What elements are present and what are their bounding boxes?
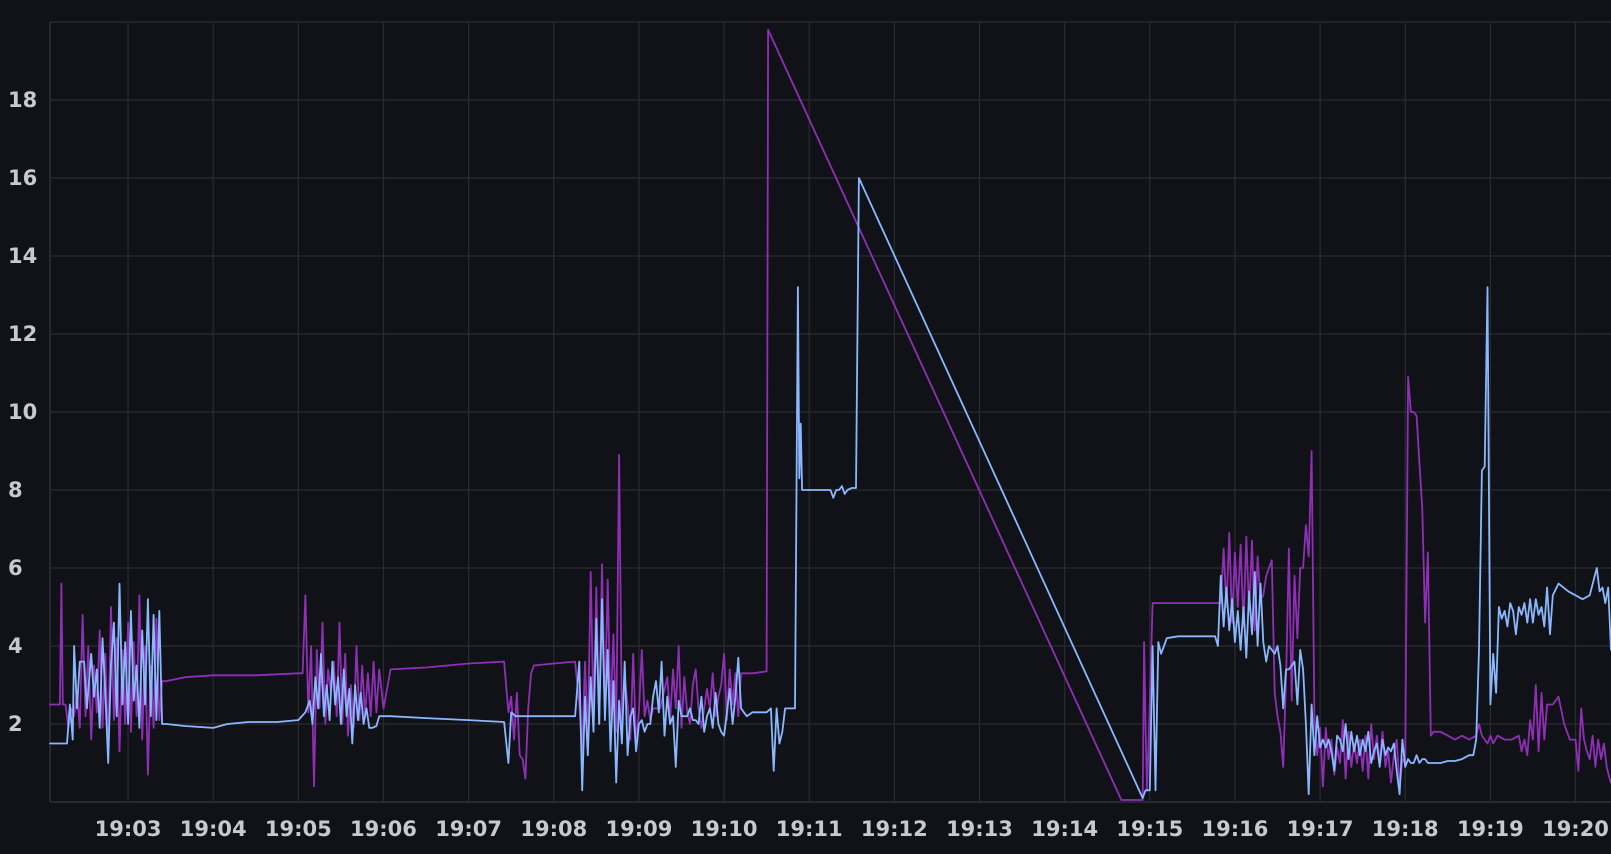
x-tick-label: 19:16 [1202, 817, 1269, 841]
x-tick-label: 19:13 [946, 817, 1013, 841]
x-tick-label: 19:09 [605, 817, 672, 841]
x-tick-label: 19:10 [691, 817, 758, 841]
series-layer [49, 28, 1611, 801]
x-axis: 19:03 19:04 19:05 19:06 19:07 19:08 19:09 19:10… [95, 817, 1609, 841]
x-tick-label: 19:06 [350, 817, 417, 841]
y-tick-label: 4 [8, 634, 23, 658]
x-tick-label: 19:18 [1372, 817, 1439, 841]
y-tick-label: 14 [8, 244, 37, 268]
x-tick-label: 19:17 [1287, 817, 1354, 841]
grid [49, 21, 1611, 803]
x-tick-label: 19:05 [265, 817, 332, 841]
y-axis: 2 4 6 8 10 12 14 16 18 [8, 88, 37, 736]
y-tick-label: 6 [8, 556, 23, 580]
x-tick-label: 19:12 [861, 817, 928, 841]
x-tick-label: 19:08 [520, 817, 587, 841]
y-tick-label: 2 [8, 712, 23, 736]
x-tick-label: 19:19 [1457, 817, 1524, 841]
x-tick-label: 19:15 [1116, 817, 1183, 841]
x-tick-label: 19:07 [435, 817, 502, 841]
y-tick-label: 10 [8, 400, 37, 424]
y-tick-label: 12 [8, 322, 37, 346]
series-line-1 [49, 177, 1611, 799]
y-tick-label: 16 [8, 166, 37, 190]
x-tick-label: 19:11 [776, 817, 843, 841]
y-tick-label: 8 [8, 478, 23, 502]
x-tick-label: 19:14 [1031, 817, 1098, 841]
series-line-2 [49, 28, 1611, 801]
y-tick-label: 18 [8, 88, 37, 112]
x-tick-label: 19:03 [95, 817, 162, 841]
x-tick-label: 19:20 [1542, 817, 1609, 841]
x-tick-label: 19:04 [180, 817, 247, 841]
